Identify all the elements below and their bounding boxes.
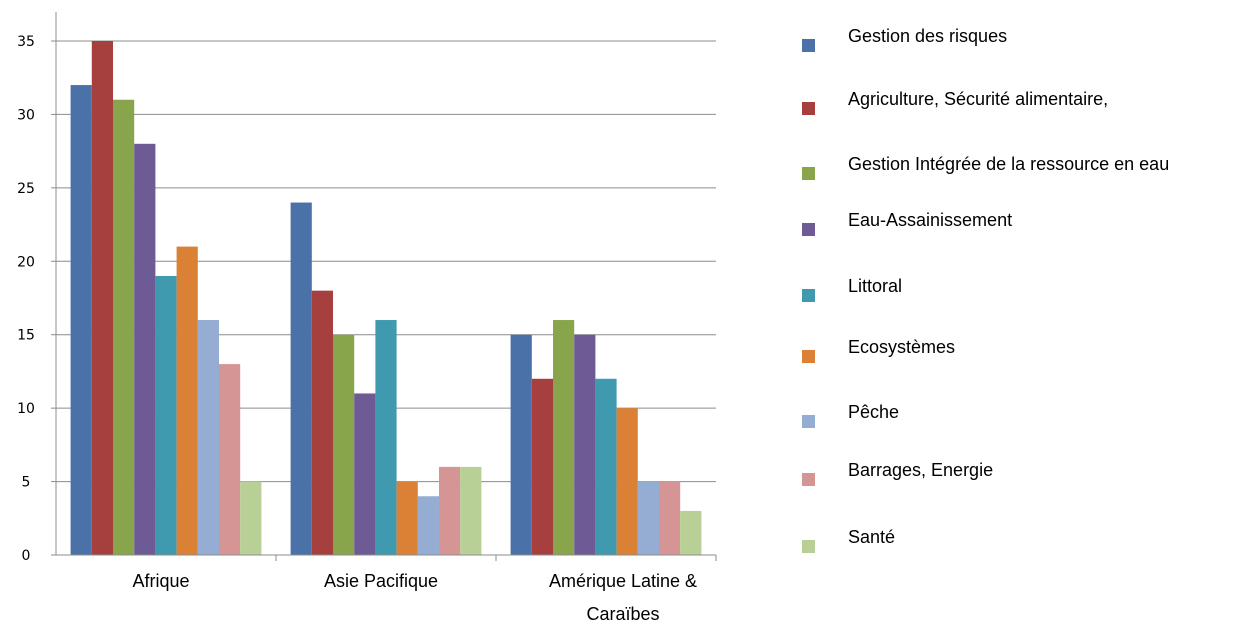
legend-swatch xyxy=(802,289,815,302)
category-label: Asie Pacifique xyxy=(324,571,438,591)
bar xyxy=(113,99,135,555)
legend-swatch xyxy=(802,102,815,115)
y-tick-label: 30 xyxy=(17,107,35,123)
legend-swatch xyxy=(802,415,815,428)
legend-swatch xyxy=(802,223,815,236)
bar xyxy=(553,320,575,555)
bar xyxy=(680,510,702,555)
y-tick-label: 35 xyxy=(17,34,35,50)
bar xyxy=(176,246,198,555)
bars xyxy=(70,41,702,556)
y-tick-label: 0 xyxy=(22,548,31,564)
bar xyxy=(333,334,355,555)
legend-swatch xyxy=(802,540,815,553)
bar xyxy=(417,496,439,555)
bar xyxy=(460,466,482,555)
bar xyxy=(91,41,113,555)
bar xyxy=(396,481,418,555)
axes xyxy=(51,12,717,561)
bar xyxy=(197,320,219,555)
bar xyxy=(155,275,177,555)
legend-label: Gestion des risques xyxy=(848,26,1007,46)
bar xyxy=(531,378,553,555)
y-tick-label: 20 xyxy=(17,254,35,270)
legend-swatch xyxy=(802,473,815,486)
y-tick-label: 5 xyxy=(22,475,31,491)
bar xyxy=(240,481,262,555)
bar xyxy=(375,320,397,555)
legend-label: Barrages, Energie xyxy=(848,460,993,480)
y-tick-label: 15 xyxy=(17,328,35,344)
category-labels: Afrique Asie Pacifique Amérique Latine & Ca… xyxy=(132,571,697,624)
bar xyxy=(439,466,461,555)
category-label: Amérique Latine & xyxy=(549,571,697,591)
bar xyxy=(595,378,617,555)
legend-label: Agriculture, Sécurité alimentaire, xyxy=(848,89,1108,109)
legend-label: Pêche xyxy=(848,402,899,422)
y-tick-labels: 0 5 10 15 20 25 30 35 xyxy=(17,34,35,564)
bar xyxy=(616,408,638,555)
bar xyxy=(510,334,532,555)
bar xyxy=(659,481,681,555)
category-label: Afrique xyxy=(132,571,189,591)
y-tick-label: 10 xyxy=(17,401,35,417)
bar xyxy=(70,85,92,556)
legend-label: Ecosystèmes xyxy=(848,337,955,357)
bar xyxy=(290,202,312,556)
bar xyxy=(354,393,376,555)
bar xyxy=(219,364,241,555)
legend-label: Eau-Assainissement xyxy=(848,210,1012,230)
bar xyxy=(311,290,333,555)
category-label: Caraïbes xyxy=(586,604,659,624)
legend-label: Gestion Intégrée de la ressource en eau xyxy=(848,154,1169,174)
legend-swatch xyxy=(802,167,815,180)
y-tick-label: 25 xyxy=(17,181,35,197)
legend: Gestion des risques Agriculture, Sécurité… xyxy=(802,26,1169,553)
legend-swatch xyxy=(802,350,815,363)
legend-label: Santé xyxy=(848,527,895,547)
bar xyxy=(134,143,156,556)
bar xyxy=(574,334,596,555)
legend-swatch xyxy=(802,39,815,52)
legend-label: Littoral xyxy=(848,276,902,296)
bar xyxy=(637,481,659,555)
